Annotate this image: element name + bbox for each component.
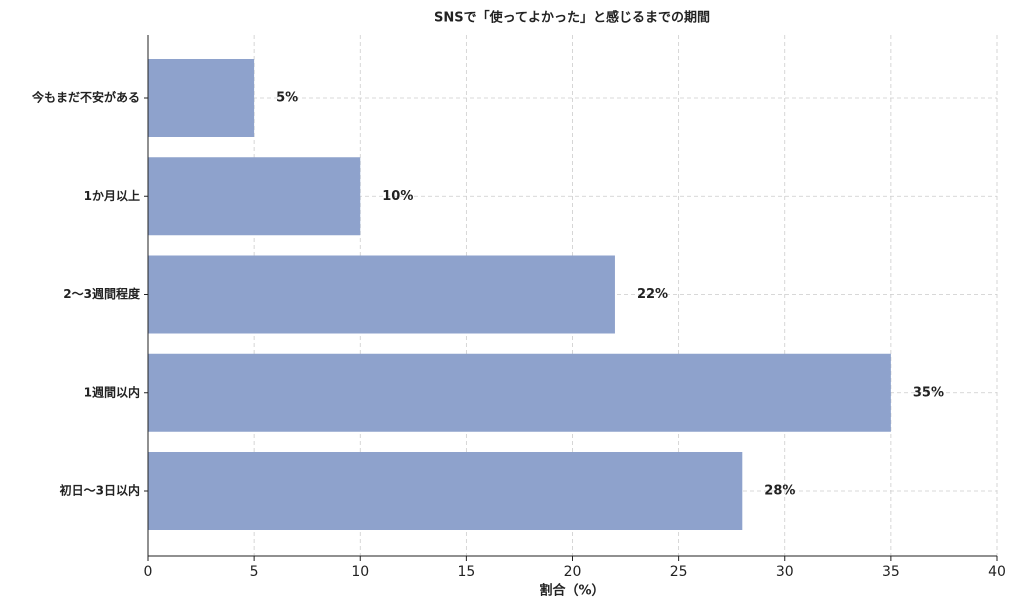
y-tick-label: 1か月以上 [84, 188, 140, 203]
x-axis-label: 割合（%） [539, 583, 604, 599]
x-tick-label: 25 [670, 564, 688, 580]
x-tick-label: 10 [351, 564, 369, 580]
bar [148, 157, 361, 236]
x-tick-label: 20 [564, 564, 582, 580]
x-tick-label: 30 [776, 564, 794, 580]
bar [148, 255, 615, 334]
data-label: 28% [764, 484, 795, 499]
x-tick-label: 35 [882, 564, 900, 580]
data-label: 35% [913, 385, 944, 400]
y-tick-label: 2〜3週間程度 [63, 286, 141, 301]
chart-title: SNSで「使ってよかった」と感じるまでの期間 [434, 10, 710, 26]
y-tick-label: 初日〜3日以内 [60, 483, 140, 498]
bar [148, 452, 743, 530]
bar [148, 59, 255, 137]
y-tick-label: 1週間以内 [84, 384, 140, 399]
x-tick-label: 40 [988, 564, 1006, 580]
y-tick-label: 今もまだ不安がある [31, 90, 140, 105]
bar [148, 353, 891, 432]
data-label: 22% [637, 287, 668, 302]
x-tick-label: 5 [250, 564, 259, 580]
data-label: 5% [276, 91, 298, 106]
data-label: 10% [382, 189, 413, 204]
x-tick-label: 0 [144, 564, 153, 580]
x-tick-label: 15 [457, 564, 475, 580]
